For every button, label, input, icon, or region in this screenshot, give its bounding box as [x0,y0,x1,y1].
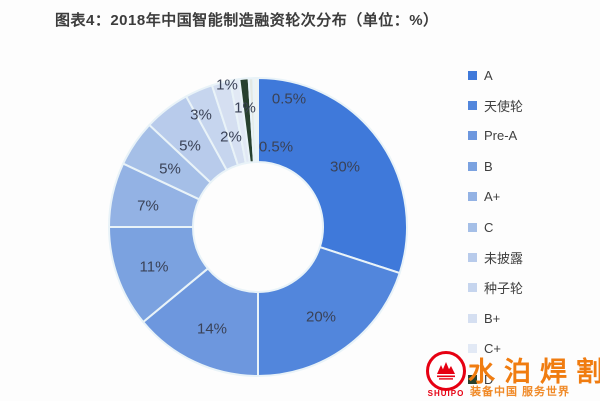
legend-item-未披露: 未披露 [468,242,523,272]
shuipo-logo-icon [426,351,466,391]
mountain-logo-icon [437,362,455,380]
watermark-slogan: 装备中国 服务世界 [470,386,571,398]
legend-item-C: C [468,212,523,242]
legend-swatch-icon [468,283,477,293]
watermark-brand-text: 水泊焊割 [468,357,600,387]
legend-label: C [484,219,494,235]
pie-slice-A [257,77,408,275]
legend-swatch-icon [468,192,477,202]
legend-swatch-icon [468,70,477,80]
pie-slice-天使轮 [257,246,401,377]
legend-label: D [484,371,494,387]
legend-swatch-icon [468,222,477,232]
legend-item-A: A [468,60,523,90]
legend-label: Pre-A [484,128,518,144]
legend-item-Pre-A: Pre-A [468,121,523,151]
pie-slice-slice12 [252,76,259,164]
legend-swatch-icon [468,344,477,354]
legend-label: A [484,67,493,83]
legend-item-天使轮: 天使轮 [468,90,523,120]
legend-label: A+ [484,189,501,205]
legend-item-C+: C+ [468,334,523,364]
legend-swatch-icon [468,131,477,141]
legend-swatch-icon [468,313,477,323]
legend-item-B: B [468,151,523,181]
donut-pie-chart [108,76,408,377]
legend-label: 天使轮 [484,99,524,115]
legend-swatch-icon [468,374,477,384]
legend-label: 种子轮 [484,281,524,297]
legend-swatch-icon [468,253,477,263]
legend-swatch-icon [468,101,477,111]
legend-label: 未披露 [484,251,524,267]
legend-label: C+ [484,341,501,357]
legend-label: B+ [484,310,501,326]
chart-title: 图表4：2018年中国智能制造融资轮次分布（单位：%） [55,12,439,29]
legend-item-种子轮: 种子轮 [468,273,523,303]
chart-legend: A 天使轮 Pre-A B A+ C 未披露种子轮 B+ C+ D [468,60,523,394]
legend-item-D: D [468,364,523,394]
legend-label: B [484,158,493,174]
legend-item-A+: A+ [468,182,523,212]
legend-swatch-icon [468,161,477,171]
shuipo-logo-text: SHUIPO [427,389,465,398]
legend-item-B+: B+ [468,303,523,333]
watermark: SHUIPO 水泊焊割 装备中国 服务世界 [424,348,600,401]
